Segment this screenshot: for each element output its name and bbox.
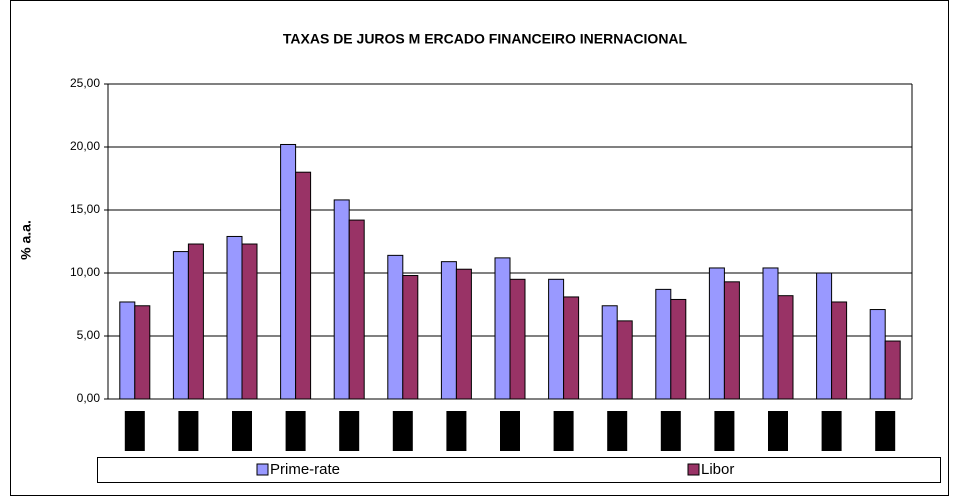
bar (226, 235, 243, 400)
category-label-redaction (232, 411, 252, 451)
bar (601, 305, 618, 400)
chart-title: TAXAS DE JUROS M ERCADO FINANCEIRO INERN… (283, 31, 688, 47)
bar (187, 243, 204, 400)
bar (494, 257, 511, 400)
bar (884, 340, 901, 400)
legend-swatch (256, 463, 269, 476)
bar (831, 301, 848, 400)
bar (777, 295, 794, 400)
bar (241, 243, 258, 400)
bar (455, 268, 472, 400)
y-tick-label: 10,00 (70, 265, 100, 279)
bar (762, 267, 779, 400)
bar (295, 171, 312, 400)
y-tick-label: 25,00 (70, 76, 100, 90)
y-tick-label: 0,00 (77, 391, 101, 405)
legend-box (97, 457, 941, 483)
bar (172, 251, 189, 400)
category-label-redaction (446, 411, 467, 451)
category-label-redaction (285, 411, 306, 451)
bar (134, 305, 151, 400)
bar (440, 261, 457, 400)
category-label-redaction (124, 411, 145, 451)
bar (333, 199, 350, 400)
chart-border (10, 0, 949, 496)
y-axis-label: % a.a. (18, 220, 34, 260)
bar (670, 298, 687, 400)
bar (548, 278, 565, 400)
bar (387, 254, 404, 400)
bar (563, 296, 580, 400)
bar (655, 288, 672, 400)
category-label-redaction (714, 411, 735, 451)
bar (816, 272, 833, 400)
category-label-redaction (178, 411, 199, 451)
bar (723, 281, 740, 400)
category-label-redaction (500, 411, 520, 451)
bar (348, 219, 365, 400)
category-label-redaction (660, 411, 681, 451)
bar (616, 320, 633, 400)
bar (708, 267, 725, 400)
category-label-redaction (768, 411, 788, 451)
category-label-redaction (607, 411, 628, 451)
bar (869, 309, 886, 400)
category-label-redaction (553, 411, 574, 451)
bar (509, 278, 526, 400)
y-tick-label: 15,00 (70, 202, 100, 216)
bar (119, 301, 136, 400)
category-label-redaction (339, 411, 360, 451)
bar (280, 143, 297, 400)
legend-label: Prime-rate (270, 461, 340, 478)
category-label-redaction (821, 411, 842, 451)
y-tick-label: 20,00 (70, 139, 100, 153)
bar (402, 275, 419, 400)
legend-label: Libor (701, 461, 734, 478)
legend-swatch (687, 463, 700, 476)
y-tick-label: 5,00 (77, 328, 101, 342)
category-label-redaction (392, 411, 413, 451)
category-label-redaction (875, 411, 896, 451)
